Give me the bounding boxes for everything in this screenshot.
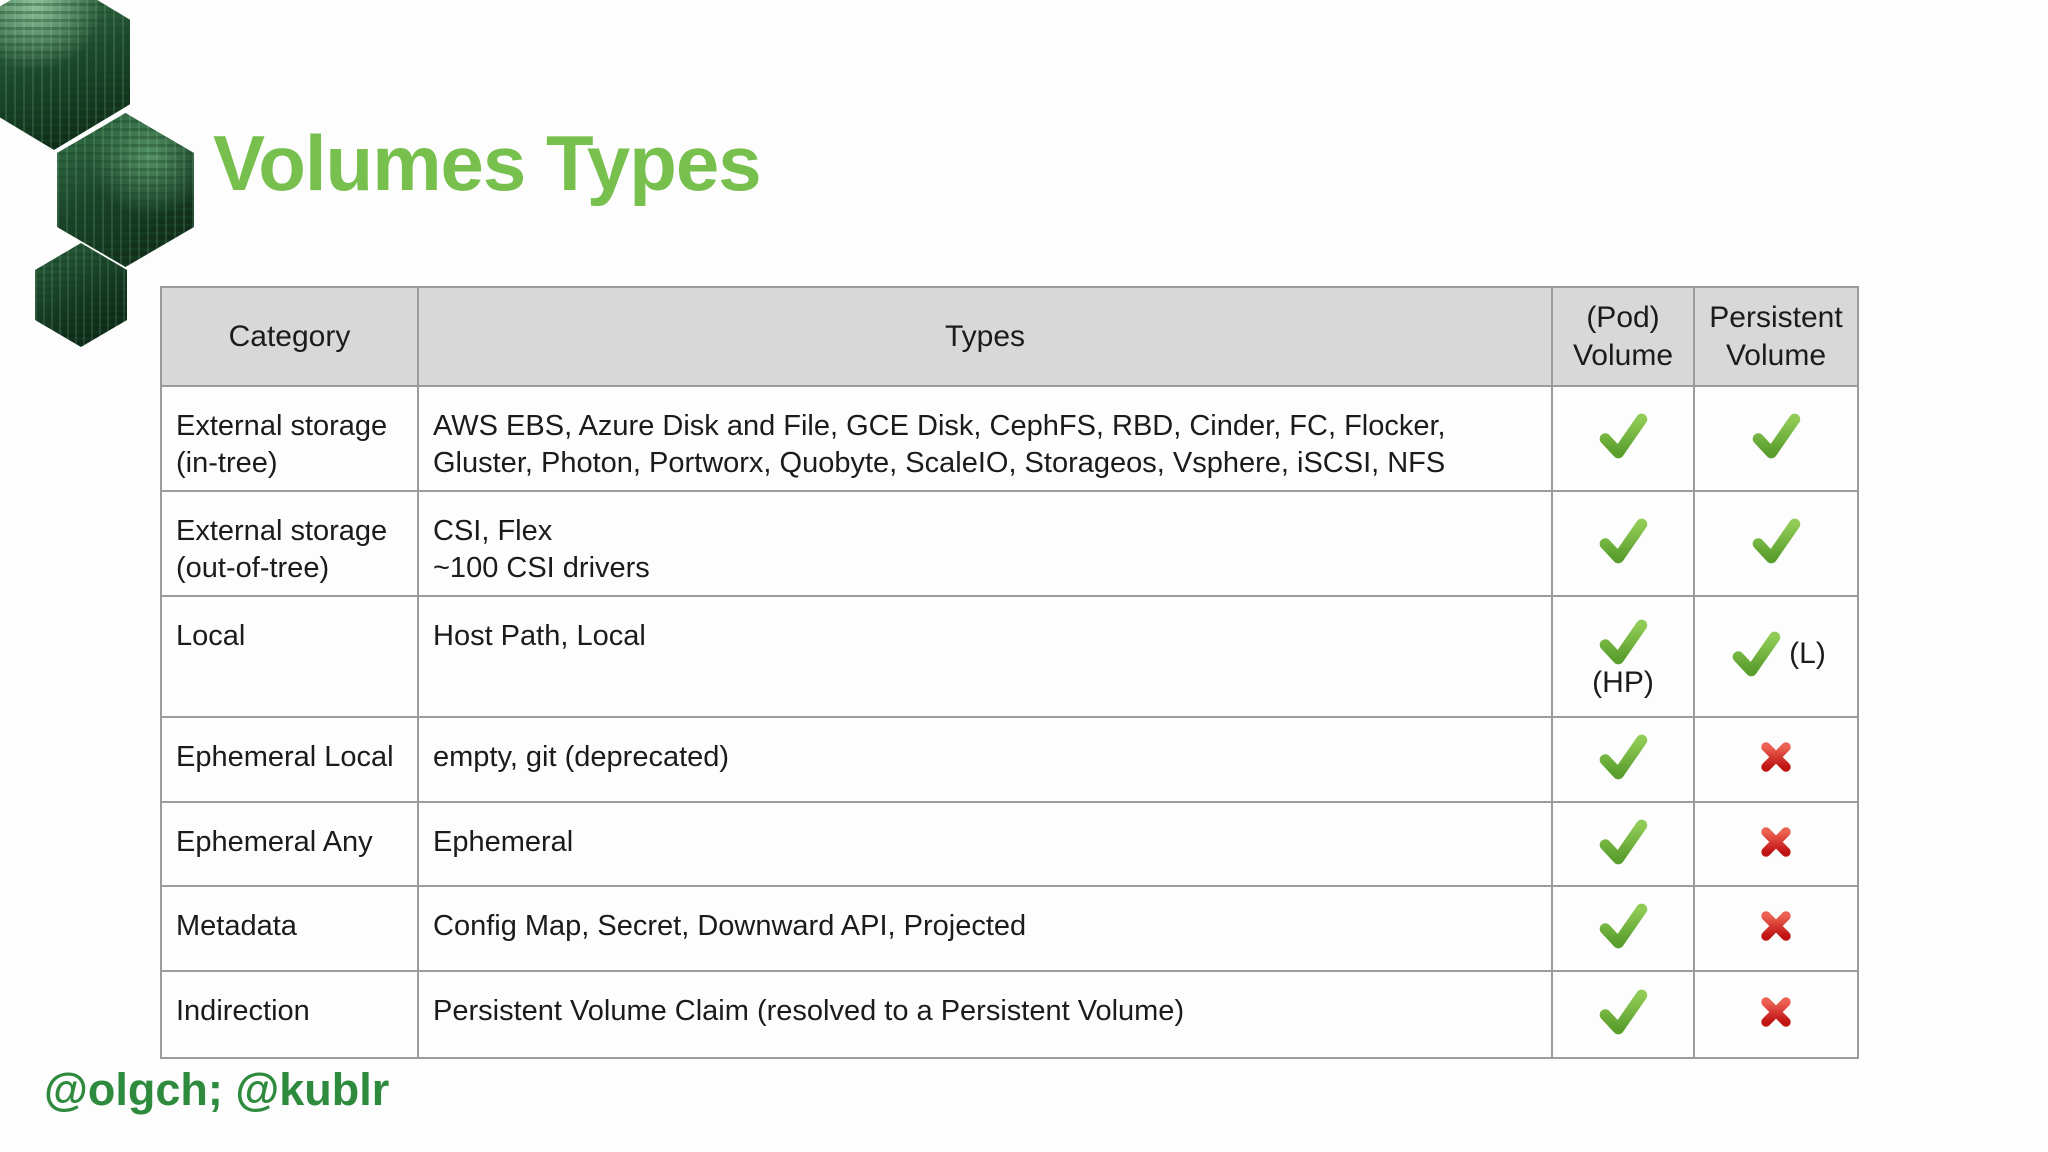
check-icon xyxy=(1599,619,1648,664)
pod-volume-cell xyxy=(1551,716,1695,803)
check-icon xyxy=(1599,903,1648,949)
footer-handles: @olgch; @kublr xyxy=(44,1064,390,1115)
types-cell: Ephemeral xyxy=(417,801,1553,887)
check-icon xyxy=(1599,819,1648,864)
types-cell: Config Map, Secret, Downward API, Projec… xyxy=(417,885,1553,972)
check-icon xyxy=(1752,518,1801,564)
persistent-volume-mark xyxy=(1746,408,1806,464)
pod-volume-cell xyxy=(1551,385,1695,492)
pod-volume-cell: (HP) xyxy=(1551,595,1695,718)
types-cell: Persistent Volume Claim (resolved to a P… xyxy=(417,970,1553,1059)
types-cell: Host Path, Local xyxy=(417,595,1553,718)
cross-icon xyxy=(1761,742,1791,772)
check-icon xyxy=(1599,413,1648,459)
mark-note: (L) xyxy=(1789,637,1826,670)
category-cell: Indirection xyxy=(160,970,419,1059)
persistent-volume-cell: (L) xyxy=(1693,595,1859,718)
pod-volume-cell xyxy=(1551,970,1695,1059)
category-cell: Metadata xyxy=(160,885,419,972)
check-icon xyxy=(1599,518,1648,564)
volumes-table: Category Types (Pod) Volume Persistent V… xyxy=(160,286,1859,1059)
pod-volume-cell xyxy=(1551,885,1695,972)
pod-volume-mark xyxy=(1593,729,1653,785)
persistent-volume-cell xyxy=(1693,885,1859,972)
persistent-volume-mark xyxy=(1755,991,1797,1033)
persistent-volume-cell xyxy=(1693,801,1859,887)
pod-volume-mark: (HP) xyxy=(1592,614,1654,700)
persistent-volume-mark: (L) xyxy=(1726,626,1826,682)
pod-volume-mark xyxy=(1593,814,1653,870)
table-header-row: Category Types (Pod) Volume Persistent V… xyxy=(160,286,1859,387)
persistent-volume-cell xyxy=(1693,716,1859,803)
page-title: Volumes Types xyxy=(213,119,762,207)
types-cell: empty, git (deprecated) xyxy=(417,716,1553,803)
table-row: Ephemeral Any Ephemeral xyxy=(160,801,1859,887)
category-cell: External storage (in-tree) xyxy=(160,385,419,492)
table-row: Ephemeral Local empty, git (deprecated) xyxy=(160,716,1859,803)
pod-volume-mark xyxy=(1593,408,1653,464)
cross-icon xyxy=(1761,826,1791,857)
header-pod-volume: (Pod) Volume xyxy=(1551,286,1695,387)
persistent-volume-mark xyxy=(1755,736,1797,778)
table-row: Indirection Persistent Volume Claim (res… xyxy=(160,970,1859,1059)
logo-hexagon-middle xyxy=(57,113,194,267)
pod-volume-mark xyxy=(1593,984,1653,1040)
persistent-volume-cell xyxy=(1693,970,1859,1059)
header-persistent-volume: Persistent Volume xyxy=(1693,286,1859,387)
table-row: External storage (out-of-tree) CSI, Flex… xyxy=(160,490,1859,597)
check-icon xyxy=(1752,413,1801,459)
category-cell: Local xyxy=(160,595,419,718)
header-category: Category xyxy=(160,286,419,387)
cross-icon xyxy=(1761,997,1791,1027)
pod-volume-mark xyxy=(1593,513,1653,569)
types-cell: AWS EBS, Azure Disk and File, GCE Disk, … xyxy=(417,385,1553,492)
types-cell: CSI, Flex ~100 CSI drivers xyxy=(417,490,1553,597)
category-cell: Ephemeral Any xyxy=(160,801,419,887)
header-types: Types xyxy=(417,286,1553,387)
pod-volume-cell xyxy=(1551,490,1695,597)
persistent-volume-mark xyxy=(1746,513,1806,569)
persistent-volume-cell xyxy=(1693,385,1859,492)
table-row: Metadata Config Map, Secret, Downward AP… xyxy=(160,885,1859,972)
table-row: Local Host Path, Local (HP) (L) xyxy=(160,595,1859,718)
persistent-volume-mark xyxy=(1755,905,1797,947)
pod-volume-cell xyxy=(1551,801,1695,887)
mark-note: (HP) xyxy=(1592,665,1654,699)
check-icon xyxy=(1599,734,1648,780)
persistent-volume-mark xyxy=(1755,821,1797,863)
pod-volume-mark xyxy=(1593,898,1653,954)
table-row: External storage (in-tree) AWS EBS, Azur… xyxy=(160,385,1859,492)
category-cell: External storage (out-of-tree) xyxy=(160,490,419,597)
persistent-volume-cell xyxy=(1693,490,1859,597)
check-icon xyxy=(1732,631,1781,677)
category-cell: Ephemeral Local xyxy=(160,716,419,803)
cross-icon xyxy=(1761,911,1791,941)
check-icon xyxy=(1599,989,1648,1035)
kublr-logo xyxy=(0,0,220,360)
